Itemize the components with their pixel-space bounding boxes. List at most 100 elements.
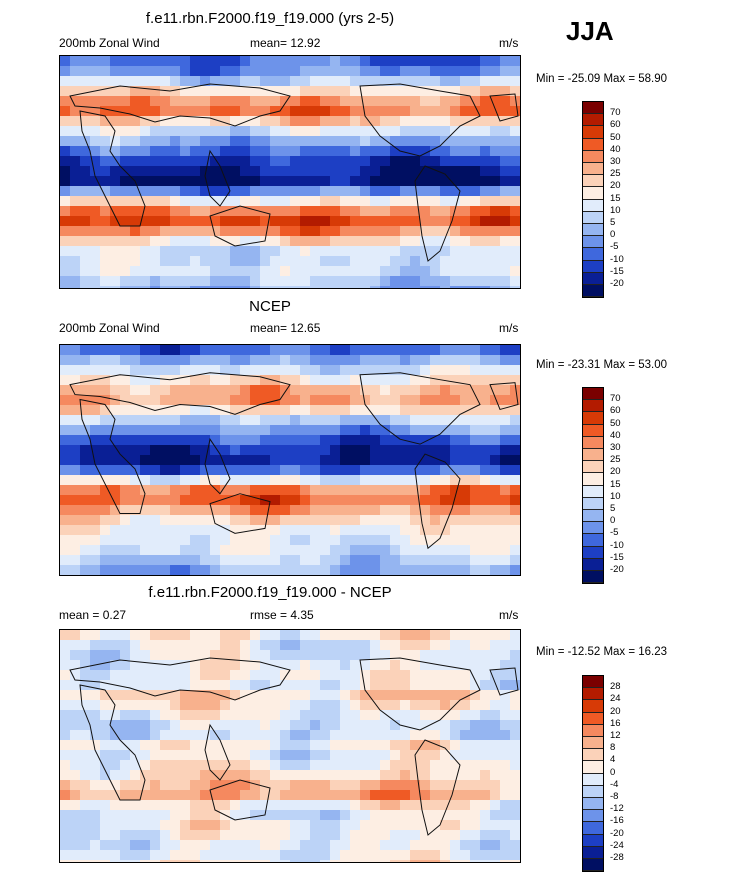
- field-cell: [300, 800, 311, 811]
- field-cell: [60, 206, 71, 217]
- field-cell: [280, 720, 291, 731]
- field-cell: [150, 96, 161, 107]
- field-cell: [280, 345, 291, 356]
- field-cell: [90, 730, 101, 741]
- field-cell: [450, 266, 461, 277]
- field-cell: [500, 345, 511, 356]
- field-cell: [280, 840, 291, 851]
- field-cell: [150, 810, 161, 821]
- field-cell: [70, 126, 81, 137]
- field-cell: [370, 820, 381, 831]
- field-cell: [270, 810, 281, 821]
- field-cell: [270, 435, 281, 446]
- field-cell: [240, 415, 251, 426]
- field-cell: [270, 146, 281, 157]
- field-cell: [380, 660, 391, 671]
- field-cell: [390, 435, 401, 446]
- field-cell: [370, 650, 381, 661]
- field-cell: [60, 246, 71, 257]
- field-cell: [270, 465, 281, 476]
- field-cell: [130, 630, 141, 641]
- field-cell: [260, 650, 271, 661]
- field-cell: [280, 166, 291, 177]
- field-cell: [250, 730, 261, 741]
- field-cell: [440, 146, 451, 157]
- field-cell: [420, 680, 431, 691]
- field-cell: [170, 405, 181, 416]
- field-cell: [410, 525, 421, 536]
- field-cell: [490, 116, 501, 127]
- colorbar-box: [583, 199, 603, 212]
- field-cell: [500, 830, 511, 841]
- field-cell: [490, 276, 501, 287]
- field-cell: [380, 535, 391, 546]
- field-cell: [450, 186, 461, 197]
- field-cell: [260, 740, 271, 751]
- field-cell: [150, 266, 161, 277]
- field-cell: [460, 455, 471, 466]
- field-cell: [250, 820, 261, 831]
- field-cell: [150, 840, 161, 851]
- field-cell: [320, 226, 331, 237]
- field-cell: [390, 196, 401, 207]
- field-cell: [140, 276, 151, 287]
- field-cell: [340, 495, 351, 506]
- field-cell: [360, 226, 371, 237]
- field-cell: [420, 106, 431, 117]
- field-cell: [470, 670, 481, 681]
- field-cell: [60, 555, 71, 566]
- field-cell: [140, 106, 151, 117]
- field-cell: [300, 740, 311, 751]
- field-cell: [130, 800, 141, 811]
- field-cell: [170, 176, 181, 187]
- field-cell: [150, 475, 161, 486]
- field-cell: [510, 395, 520, 406]
- field-cell: [470, 116, 481, 127]
- field-cell: [510, 670, 520, 681]
- field-cell: [60, 355, 71, 366]
- field-cell: [190, 650, 201, 661]
- field-cell: [440, 106, 451, 117]
- field-cell: [440, 415, 451, 426]
- field-cell: [260, 166, 271, 177]
- field-cell: [400, 375, 411, 386]
- field-cell: [410, 156, 421, 167]
- field-cell: [70, 485, 81, 496]
- field-cell: [470, 720, 481, 731]
- field-cell: [190, 266, 201, 277]
- field-cell: [60, 840, 71, 851]
- field-cell: [240, 850, 251, 861]
- field-cell: [180, 116, 191, 127]
- field-cell: [440, 176, 451, 187]
- field-cell: [220, 146, 231, 157]
- field-cell: [400, 216, 411, 227]
- field-cell: [440, 800, 451, 811]
- field-cell: [480, 96, 491, 107]
- field-cell: [390, 465, 401, 476]
- field-cell: [200, 650, 211, 661]
- field-cell: [350, 96, 361, 107]
- field-cell: [160, 146, 171, 157]
- field-cell: [430, 106, 441, 117]
- field-cell: [160, 640, 171, 651]
- field-cell: [310, 535, 321, 546]
- field-cell: [140, 850, 151, 861]
- field-cell: [160, 226, 171, 237]
- field-cell: [410, 455, 421, 466]
- field-cell: [120, 790, 131, 801]
- field-cell: [170, 750, 181, 761]
- field-cell: [90, 136, 101, 147]
- field-cell: [100, 760, 111, 771]
- field-cell: [470, 690, 481, 701]
- field-cell: [70, 276, 81, 287]
- field-cell: [200, 750, 211, 761]
- panel-3-contour-plot: [60, 630, 520, 862]
- field-cell: [480, 76, 491, 87]
- field-cell: [180, 740, 191, 751]
- field-cell: [130, 395, 141, 406]
- field-cell: [210, 760, 221, 771]
- field-cell: [170, 630, 181, 641]
- field-cell: [120, 86, 131, 97]
- field-cell: [380, 840, 391, 851]
- field-cell: [160, 770, 171, 781]
